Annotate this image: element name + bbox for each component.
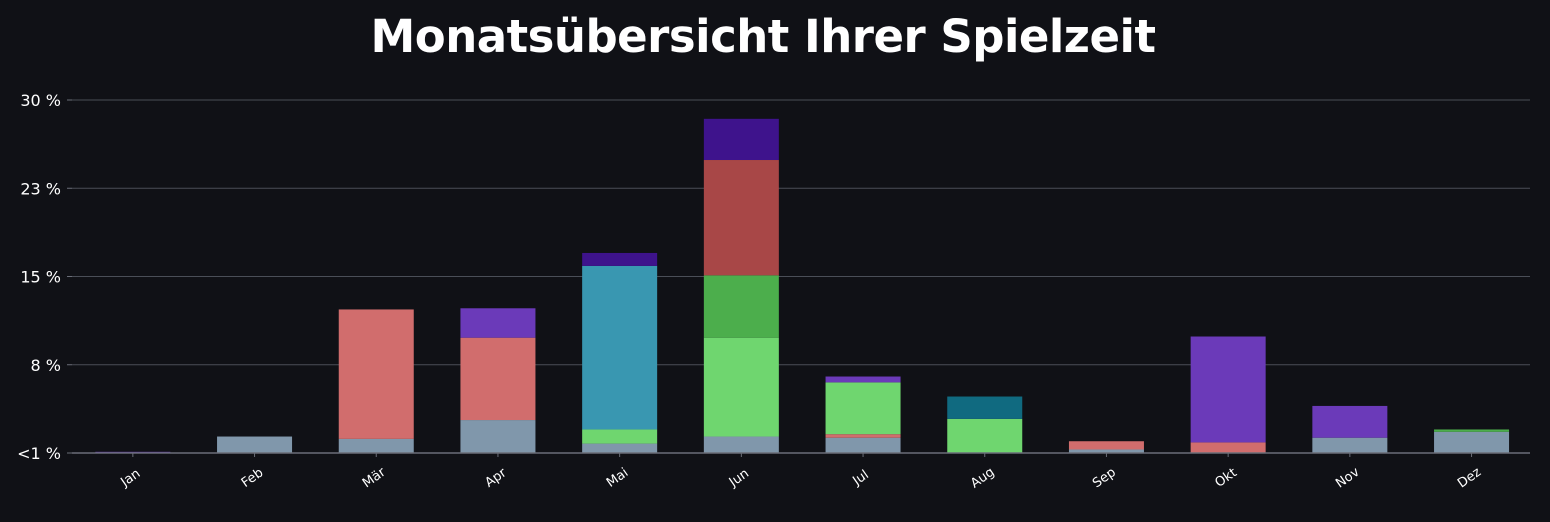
x-tick-label: Okt: [1212, 465, 1239, 490]
x-tick-label: Jan: [118, 466, 144, 490]
bar-segment-mai-6: [582, 265, 658, 430]
y-tick-label: 15 %: [20, 268, 61, 287]
bar-segment-okt-8: [1190, 336, 1266, 443]
chart-title: Monatsübersicht Ihrer Spielzeit: [370, 10, 1156, 63]
bar-segment-sep-3: [1068, 441, 1144, 450]
grid-lines: [72, 99, 1530, 366]
bar-segment-jul-5: [825, 382, 901, 435]
bar-segment-apr-3: [460, 337, 536, 421]
bar-segment-aug-1: [947, 418, 1023, 453]
x-tick-label: Apr: [482, 465, 510, 491]
bar-segment-jun-0: [703, 436, 779, 453]
bar-segment-feb-0: [217, 436, 293, 453]
bar-segment-mai-0: [582, 443, 658, 453]
bar-stacks: [95, 118, 1510, 453]
y-tick-label: 23 %: [20, 179, 61, 198]
x-tick-label: Jun: [726, 466, 752, 491]
x-tick-label: Nov: [1333, 465, 1363, 492]
bar-segment-apr-0: [460, 420, 536, 453]
bar-segment-jun-2: [703, 275, 779, 338]
bar-segment-jul-0: [825, 437, 901, 453]
x-tick-label: Jul: [849, 467, 871, 489]
x-tick-label: Aug: [968, 465, 997, 492]
bar-segment-jul-8: [825, 376, 901, 383]
x-tick-labels: Jan Feb Mär Apr Mai Jun Jul Aug Sep Okt Nov Dez: [118, 465, 1485, 492]
x-tick-label: Mär: [360, 465, 389, 492]
bar-segment-nov-0: [1312, 437, 1388, 453]
y-tick-labels: <1 % 8 % 15 % 23 % 30 %: [17, 91, 61, 463]
bar-segment-mai-1: [582, 429, 658, 444]
bar-segment-dez-0: [1434, 431, 1510, 453]
bar-segment-sep-0: [1068, 449, 1144, 453]
x-tick-label: Dez: [1455, 465, 1484, 492]
y-tick-label: <1 %: [17, 444, 61, 463]
x-tick-label: Mai: [604, 465, 631, 490]
bar-segment-dez-2: [1434, 429, 1510, 432]
y-tick-label: 30 %: [20, 91, 61, 110]
x-tick-label: Sep: [1090, 465, 1119, 491]
bar-segment-mär-0: [338, 438, 414, 453]
x-tick-label: Feb: [239, 465, 266, 490]
bar-segment-okt-3: [1190, 442, 1266, 453]
bar-segment-nov-8: [1312, 405, 1388, 438]
y-tick-label: 8 %: [31, 356, 61, 375]
bar-segment-jun-4: [703, 160, 779, 276]
axes: [67, 99, 1530, 457]
bar-segment-jul-3: [825, 434, 901, 438]
bar-segment-mär-3: [338, 309, 414, 439]
bar-segment-jun-1: [703, 337, 779, 437]
bar-segment-apr-8: [460, 308, 536, 338]
bar-segment-aug-7: [947, 396, 1023, 419]
bar-segment-mai-9: [582, 252, 658, 266]
bar-segment-jun-9: [703, 118, 779, 161]
